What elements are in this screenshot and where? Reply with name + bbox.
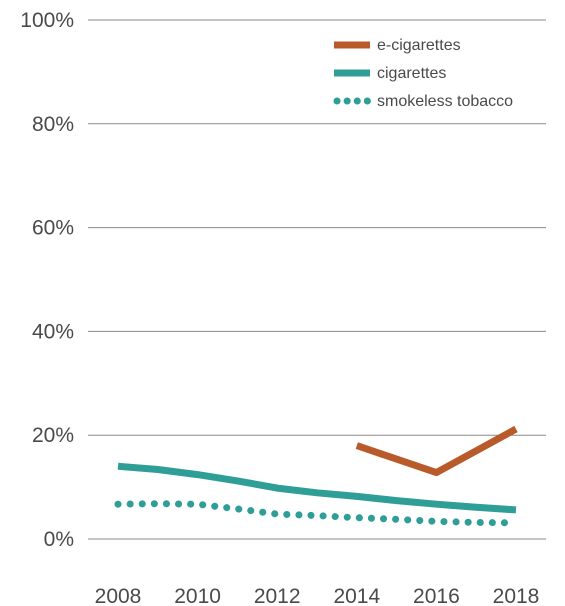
legend-label: e-cigarettes [377, 37, 461, 54]
y-tick-labels: 0% 20% 40% 60% 80% 100% [20, 9, 74, 551]
y-tick-label: 20% [32, 424, 74, 447]
y-tick-label: 80% [32, 113, 74, 136]
y-tick-label: 0% [44, 528, 74, 551]
x-tick-label: 2016 [413, 585, 460, 606]
series-line-cigarettes [117, 462, 517, 514]
gridlines [88, 19, 546, 540]
y-tick-label: 60% [32, 217, 74, 240]
series-lines [114, 425, 520, 527]
y-tick-label: 40% [32, 320, 74, 343]
legend-label: smokeless tobacco [377, 93, 513, 110]
x-tick-label: 2012 [254, 585, 301, 606]
y-tick-label: 100% [20, 9, 74, 32]
x-tick-label: 2018 [493, 585, 540, 606]
series-line-e-cigarettes [355, 425, 518, 477]
x-tick-label: 2010 [174, 585, 221, 606]
legend: e-cigarettes cigarettes smokeless tobacco [333, 37, 513, 110]
x-tick-labels: 2008 2010 2012 2014 2016 2018 [95, 585, 540, 606]
legend-label: cigarettes [377, 65, 446, 82]
x-tick-label: 2008 [95, 585, 142, 606]
x-tick-label: 2014 [333, 585, 380, 606]
